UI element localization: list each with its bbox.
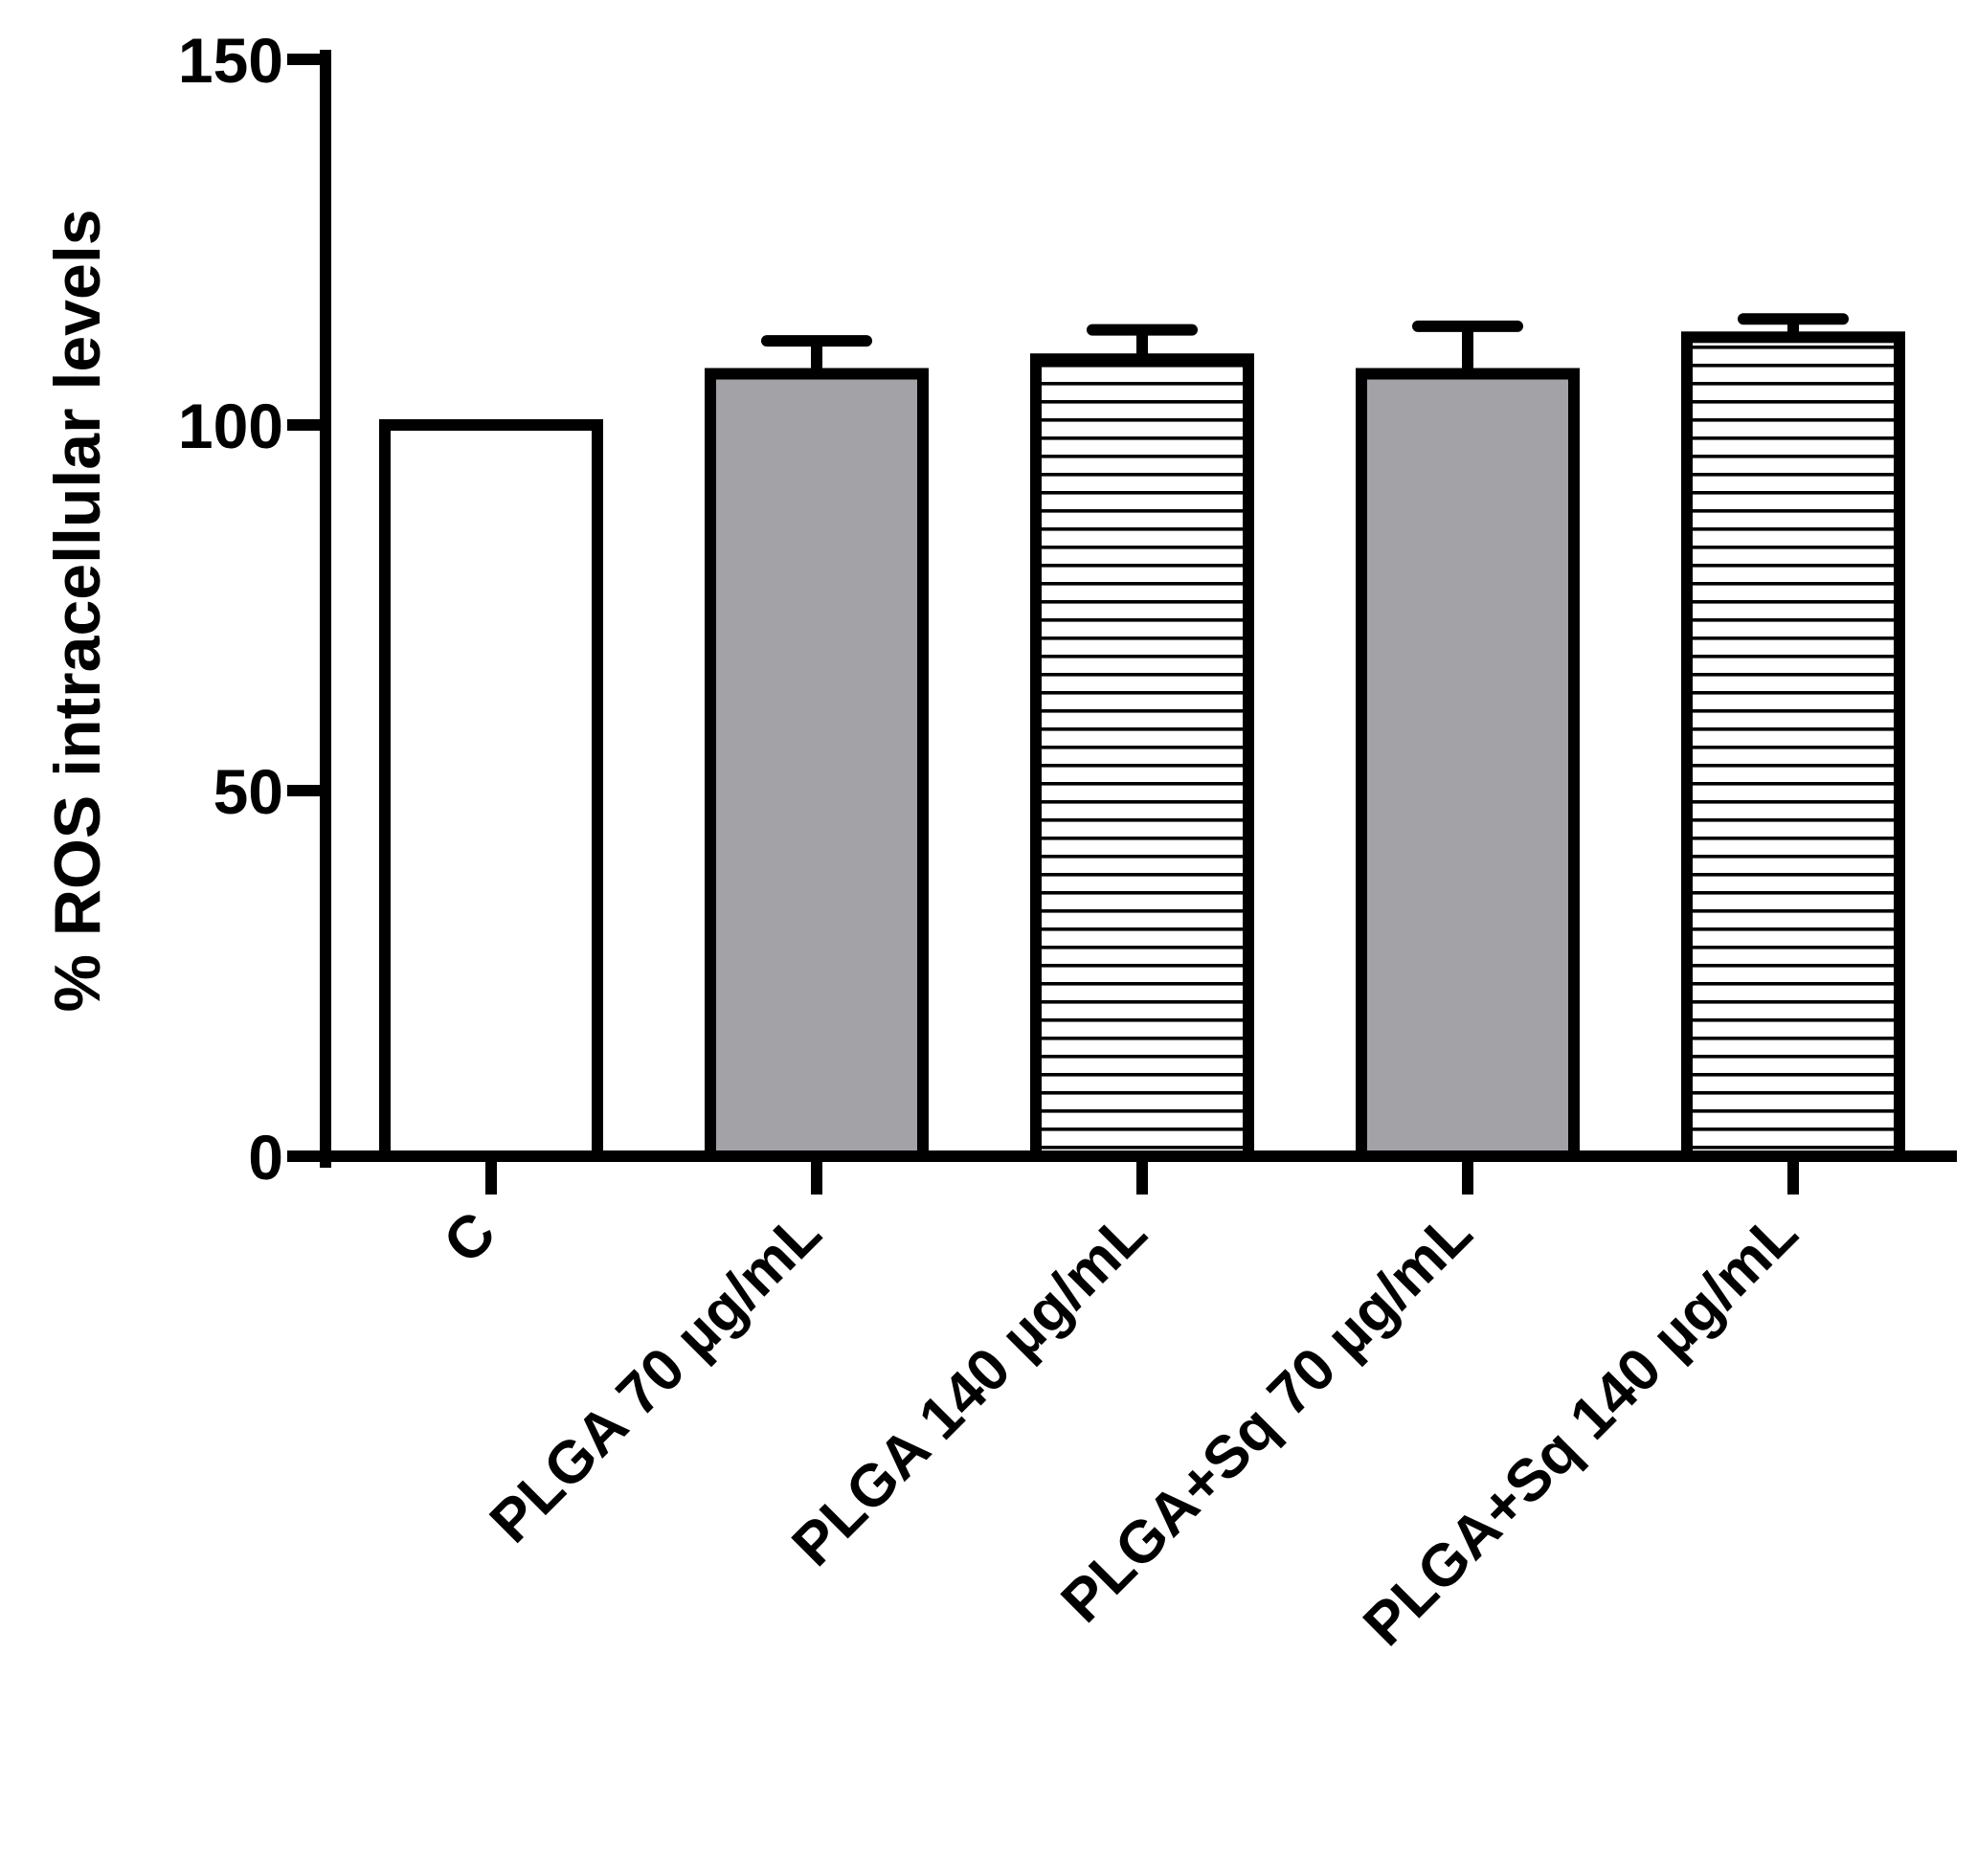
y-ticks-layer: 0 50 100 150 bbox=[178, 25, 326, 1193]
x-tick-label: C bbox=[431, 1199, 507, 1276]
error-bars-layer bbox=[761, 313, 1849, 374]
bars-layer bbox=[379, 331, 1905, 1162]
bar bbox=[705, 368, 929, 1162]
bar bbox=[379, 419, 603, 1162]
y-tick-label: 50 bbox=[213, 756, 283, 827]
bar bbox=[1356, 368, 1580, 1162]
x-tick-label: PLGA 140 µg/mL bbox=[779, 1199, 1158, 1578]
y-tick-label: 0 bbox=[248, 1122, 283, 1193]
bar bbox=[1681, 331, 1905, 1162]
y-tick-label: 150 bbox=[178, 25, 283, 96]
y-axis-title: % ROS intracellular levels bbox=[41, 209, 114, 1012]
bar bbox=[1030, 353, 1254, 1162]
y-tick-label: 100 bbox=[178, 391, 283, 461]
x-tick-label: PLGA 70 µg/mL bbox=[478, 1199, 834, 1555]
